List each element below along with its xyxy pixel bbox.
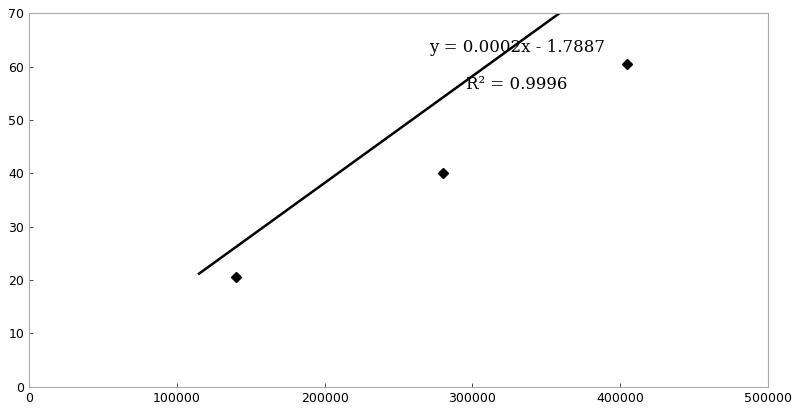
Text: R² = 0.9996: R² = 0.9996 [466,76,567,93]
Text: y = 0.0002x - 1.7887: y = 0.0002x - 1.7887 [429,39,605,56]
